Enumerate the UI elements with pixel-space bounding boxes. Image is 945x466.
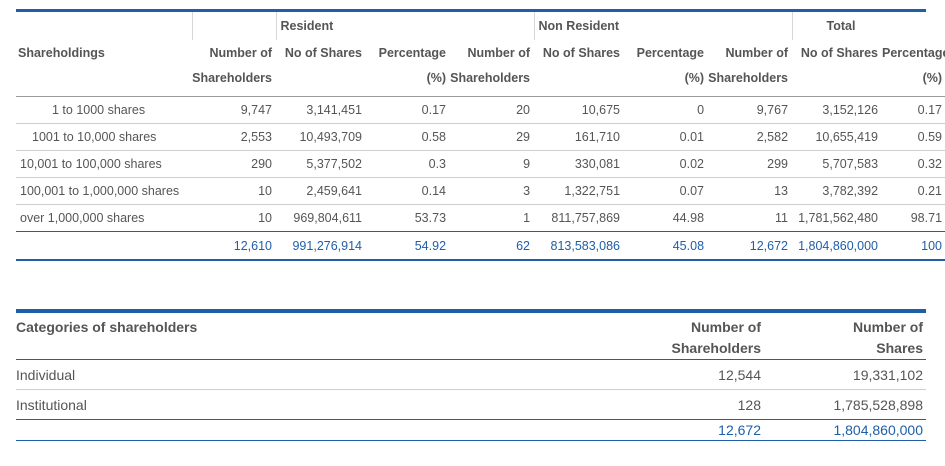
- table-row: 1 to 1000 shares 9,747 3,141,451 0.17 20…: [16, 96, 945, 124]
- col-header: (%): [426, 70, 447, 85]
- col-header-shares: Shares: [764, 337, 926, 360]
- table-top-rule: [16, 9, 926, 12]
- table-row: 100,001 to 1,000,000 shares 10 2,459,641…: [16, 177, 945, 205]
- col-header-shareholdings: Shareholdings: [18, 45, 105, 60]
- col-header: Number of: [467, 45, 531, 60]
- col-header: Number of: [209, 45, 273, 60]
- table-row: Individual 12,544 19,331,102: [16, 359, 926, 390]
- table-row: Institutional 128 1,785,528,898: [16, 389, 926, 420]
- col-header-shares: Number of: [853, 319, 923, 335]
- group-header-total: Total: [826, 19, 856, 33]
- col-header-holders: Shareholders: [616, 337, 764, 360]
- totals-row: 12,672 1,804,860,000: [16, 419, 926, 441]
- table-row: over 1,000,000 shares 10 969,804,611 53.…: [16, 204, 945, 232]
- group-header-resident: Resident: [280, 19, 334, 33]
- table-row: 1001 to 10,000 shares 2,553 10,493,709 0…: [16, 123, 945, 151]
- col-header: No of Shares: [284, 45, 362, 60]
- col-header: Number of: [725, 45, 789, 60]
- col-header: Percentage: [636, 45, 705, 60]
- table-row: 10,001 to 100,000 shares 290 5,377,502 0…: [16, 150, 945, 178]
- col-header: No of Shares: [800, 45, 879, 60]
- table-top-rule: [16, 309, 926, 313]
- col-header-categories: Categories of shareholders: [16, 319, 198, 335]
- col-header: Shareholders: [192, 70, 272, 85]
- totals-row: 12,610 991,276,914 54.92 62 813,583,086 …: [16, 231, 945, 261]
- col-header: Shareholders: [708, 70, 789, 85]
- group-header-non-resident: Non Resident: [538, 19, 620, 33]
- shareholding-distribution-table: Resident Non Resident Total Shareholding…: [16, 9, 945, 261]
- col-header: (%): [922, 70, 943, 85]
- col-header: Percentage: [378, 45, 447, 60]
- col-header-holders: Number of: [691, 319, 761, 335]
- col-header: Percentage: [882, 45, 945, 60]
- col-header: (%): [684, 70, 705, 85]
- shareholder-categories-table: Categories of shareholders Number of Num…: [16, 309, 926, 441]
- col-header: No of Shares: [542, 45, 621, 60]
- col-header: Shareholders: [450, 70, 531, 85]
